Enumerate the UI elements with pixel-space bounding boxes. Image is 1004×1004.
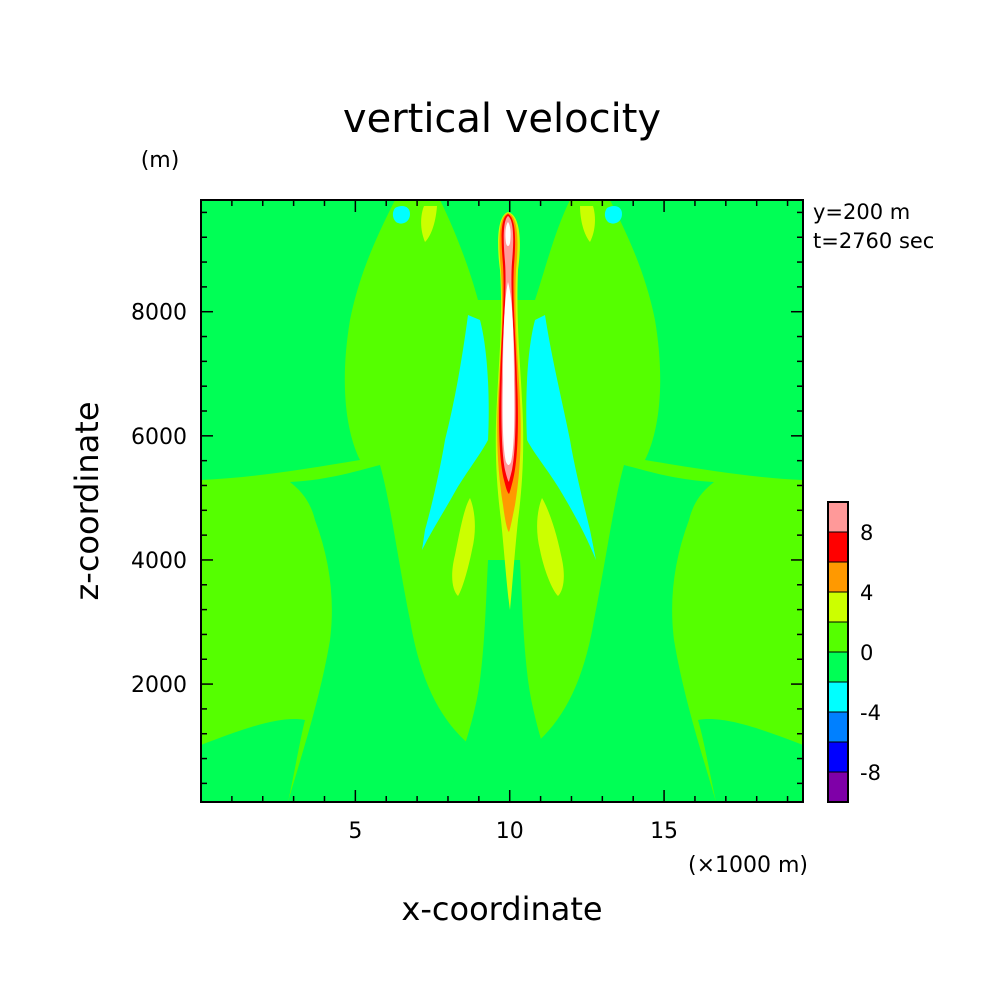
contour-field [201, 200, 803, 802]
chart-title: vertical velocity [343, 96, 661, 142]
contour-updraft-top-right [580, 206, 595, 242]
contour-region-lower-right [698, 719, 803, 802]
colorbar-swatch [828, 652, 848, 682]
x-tick-labels: 5 10 15 [348, 819, 678, 844]
colorbar-swatch [828, 592, 848, 622]
y-tick-label: 4000 [131, 549, 187, 574]
colorbar-tick-label: -4 [860, 701, 881, 725]
colorbar-swatch [828, 532, 848, 562]
contour-downdraft-left [422, 315, 489, 550]
y-tick-label: 2000 [131, 673, 187, 698]
x-tick-label: 10 [496, 819, 524, 844]
contour-updraft-core-upper [505, 222, 511, 246]
contour-updraft-top-left [421, 206, 437, 242]
colorbar-swatch [828, 742, 848, 772]
contour-downdraft-top-right [604, 206, 622, 224]
x-unit-label: (×1000 m) [688, 853, 808, 878]
contour-downdraft-right [526, 315, 596, 560]
x-tick-label: 5 [348, 819, 362, 844]
colorbar-swatch [828, 712, 848, 742]
y-tick-label: 6000 [131, 425, 187, 450]
y-tick-label: 8000 [131, 301, 187, 326]
colorbar-swatch [828, 502, 848, 532]
colorbar-swatch [828, 562, 848, 592]
y-axis-label: z-coordinate [68, 401, 106, 600]
contour-region-right [610, 200, 803, 480]
contour-region-lower-left [201, 719, 305, 802]
y-tick-labels: 2000 4000 6000 8000 [131, 301, 187, 698]
contour-downdraft-top-left [392, 206, 410, 224]
axis-ticks [201, 200, 803, 802]
x-axis-label: x-coordinate [401, 890, 602, 928]
contour-updraft-left [452, 498, 475, 596]
colorbar: 8 4 0 -4 -8 [827, 501, 881, 803]
annotation-y: y=200 m [813, 200, 910, 224]
plot-frame [200, 199, 804, 803]
contour-region-left [201, 200, 395, 480]
contour-region-bottom-right [534, 465, 716, 802]
contour-updraft-right [537, 498, 564, 596]
colorbar-tick-label: 8 [860, 521, 873, 545]
colorbar-swatch [828, 622, 848, 652]
colorbar-tick-label: 4 [860, 581, 873, 605]
colorbar-swatch [828, 682, 848, 712]
contour-region-center-column [445, 560, 559, 802]
contour-region-bottom-left [288, 465, 470, 802]
colorbar-tick-label: 0 [860, 641, 873, 665]
annotation-t: t=2760 sec [813, 229, 934, 253]
contour-updraft-core-lower [502, 282, 515, 465]
colorbar-tick-label: -8 [860, 761, 881, 785]
x-tick-label: 15 [650, 819, 678, 844]
y-unit-label: (m) [141, 148, 180, 173]
colorbar-swatch [828, 772, 848, 802]
